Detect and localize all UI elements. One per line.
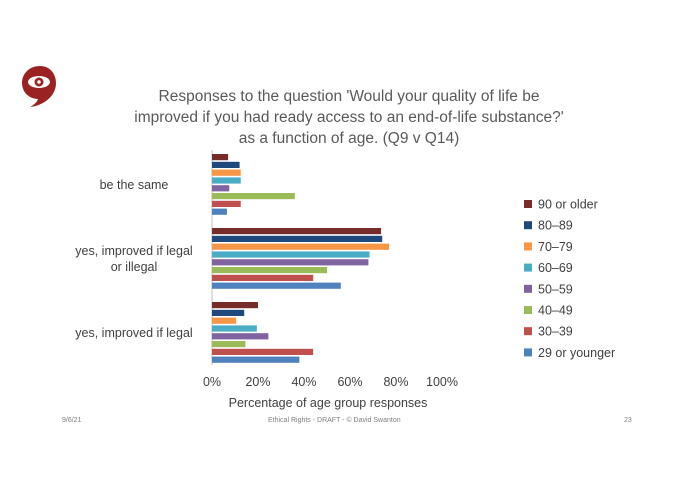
plot-area: [211, 150, 390, 365]
chart-title-line-3: as a function of age. (Q9 v Q14): [239, 130, 460, 147]
legend-swatch: [524, 348, 532, 357]
legend-swatch: [524, 263, 532, 272]
category-label: or illegal: [111, 260, 158, 274]
legend-swatch: [524, 284, 532, 293]
bar: [212, 267, 327, 274]
bar: [212, 243, 390, 250]
bar: [212, 317, 237, 324]
legend-label: 90 or older: [538, 198, 598, 212]
bar: [212, 348, 314, 355]
chart-title-line-1: Responses to the question 'Would your qu…: [159, 88, 540, 105]
bar: [212, 154, 229, 161]
bar: [212, 274, 314, 281]
category-label: yes, improved if legal: [75, 244, 192, 258]
legend-label: 30–39: [538, 325, 573, 339]
chart-title-line-2: improved if you had ready access to an e…: [134, 109, 563, 126]
x-tick-label: 20%: [245, 375, 270, 389]
footer-center: Ethical Rights - DRAFT - © David Swanton: [268, 417, 401, 424]
legend-label: 80–89: [538, 219, 573, 233]
bar: [212, 185, 230, 192]
legend-label: 60–69: [538, 261, 573, 275]
x-tick-label: 60%: [337, 375, 362, 389]
x-tick-label: 100%: [426, 375, 458, 389]
bar: [212, 251, 370, 258]
footer-page-number: 23: [624, 417, 632, 424]
x-tick-label: 80%: [383, 375, 408, 389]
bar: [212, 193, 295, 200]
bar: [212, 208, 227, 215]
bar: [212, 169, 241, 176]
category-labels: yes, improved if legal yes, improved if l…: [75, 178, 192, 340]
legend-label: 70–79: [538, 240, 573, 254]
bar: [212, 341, 246, 348]
eye-logo-icon: [22, 66, 56, 107]
bar: [212, 177, 241, 184]
bar: [212, 228, 382, 235]
legend-label: 29 or younger: [538, 346, 615, 360]
bar: [212, 200, 241, 207]
bar: [212, 309, 245, 316]
legend-swatch: [524, 200, 532, 208]
footer-date: 9/6/21: [62, 417, 82, 424]
x-tick-labels: 0% 20% 40% 60% 80% 100%: [203, 375, 458, 389]
bar: [212, 282, 341, 289]
bar: [212, 333, 269, 340]
legend-label: 50–59: [538, 282, 573, 296]
x-axis-title: Percentage of age group responses: [229, 396, 428, 410]
legend-label: 40–49: [538, 304, 573, 318]
legend-swatch: [524, 242, 532, 251]
bar: [212, 259, 369, 266]
bar: [212, 325, 257, 332]
x-tick-label: 40%: [291, 375, 316, 389]
category-label: be the same: [100, 178, 169, 192]
x-tick-label: 0%: [203, 375, 221, 389]
bar: [212, 235, 383, 242]
legend-swatch: [524, 221, 532, 230]
legend: 90 or older 80–89 70–79 60–69 50–59 40–49 30–3…: [524, 198, 615, 360]
bar: [212, 161, 240, 168]
bar: [212, 302, 258, 309]
bar: [212, 356, 300, 363]
category-label: yes, improved if legal: [75, 326, 192, 340]
legend-swatch: [524, 306, 532, 314]
legend-swatch: [524, 327, 532, 336]
